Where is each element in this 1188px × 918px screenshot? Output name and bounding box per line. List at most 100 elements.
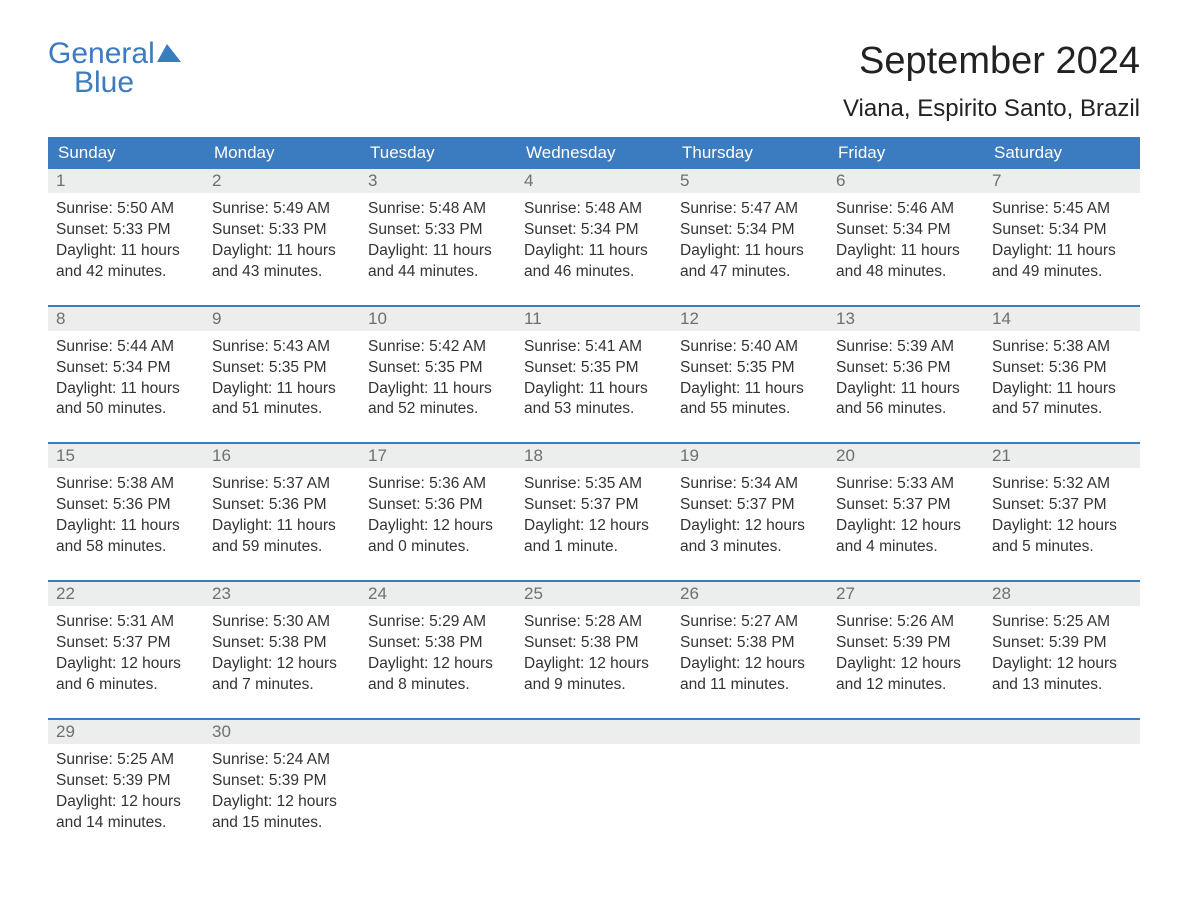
- sunset-text: Sunset: 5:34 PM: [680, 220, 820, 241]
- sunrise-text: Sunrise: 5:36 AM: [368, 474, 508, 495]
- day-number: [828, 720, 984, 744]
- daylight-text: Daylight: 11 hours: [56, 241, 196, 262]
- daylight-text: Daylight: 11 hours: [212, 516, 352, 537]
- day-cell: Sunrise: 5:26 AMSunset: 5:39 PMDaylight:…: [828, 606, 984, 700]
- daylight-text: Daylight: 11 hours: [524, 379, 664, 400]
- day-number: 28: [984, 582, 1140, 606]
- day-cell: Sunrise: 5:36 AMSunset: 5:36 PMDaylight:…: [360, 468, 516, 562]
- sunset-text: Sunset: 5:38 PM: [368, 633, 508, 654]
- sunset-text: Sunset: 5:33 PM: [56, 220, 196, 241]
- sunset-text: Sunset: 5:39 PM: [836, 633, 976, 654]
- day-cell: Sunrise: 5:48 AMSunset: 5:34 PMDaylight:…: [516, 193, 672, 287]
- sunrise-text: Sunrise: 5:39 AM: [836, 337, 976, 358]
- day-cell: Sunrise: 5:44 AMSunset: 5:34 PMDaylight:…: [48, 331, 204, 425]
- daylight-text: and 4 minutes.: [836, 537, 976, 558]
- day-cell: Sunrise: 5:47 AMSunset: 5:34 PMDaylight:…: [672, 193, 828, 287]
- daylight-text: and 44 minutes.: [368, 262, 508, 283]
- month-title: September 2024: [843, 40, 1140, 83]
- daylight-text: and 6 minutes.: [56, 675, 196, 696]
- sunset-text: Sunset: 5:35 PM: [524, 358, 664, 379]
- daylight-text: Daylight: 12 hours: [836, 654, 976, 675]
- day-number: 17: [360, 444, 516, 468]
- sunset-text: Sunset: 5:37 PM: [992, 495, 1132, 516]
- daylight-text: Daylight: 12 hours: [368, 654, 508, 675]
- sunrise-text: Sunrise: 5:50 AM: [56, 199, 196, 220]
- daylight-text: and 46 minutes.: [524, 262, 664, 283]
- day-cell: Sunrise: 5:45 AMSunset: 5:34 PMDaylight:…: [984, 193, 1140, 287]
- sunset-text: Sunset: 5:36 PM: [212, 495, 352, 516]
- day-number: 12: [672, 307, 828, 331]
- sunrise-text: Sunrise: 5:37 AM: [212, 474, 352, 495]
- day-number: 14: [984, 307, 1140, 331]
- sunrise-text: Sunrise: 5:42 AM: [368, 337, 508, 358]
- day-cell: Sunrise: 5:27 AMSunset: 5:38 PMDaylight:…: [672, 606, 828, 700]
- sunrise-text: Sunrise: 5:38 AM: [992, 337, 1132, 358]
- daylight-text: Daylight: 12 hours: [524, 516, 664, 537]
- daylight-text: Daylight: 12 hours: [992, 654, 1132, 675]
- day-cell: Sunrise: 5:46 AMSunset: 5:34 PMDaylight:…: [828, 193, 984, 287]
- daylight-text: and 13 minutes.: [992, 675, 1132, 696]
- daylight-text: Daylight: 11 hours: [212, 241, 352, 262]
- weekday-header: Tuesday: [360, 137, 516, 169]
- day-cell: Sunrise: 5:30 AMSunset: 5:38 PMDaylight:…: [204, 606, 360, 700]
- day-number: 2: [204, 169, 360, 193]
- daylight-text: Daylight: 12 hours: [992, 516, 1132, 537]
- daylight-text: and 47 minutes.: [680, 262, 820, 283]
- sunrise-text: Sunrise: 5:44 AM: [56, 337, 196, 358]
- daylight-text: Daylight: 11 hours: [524, 241, 664, 262]
- daylight-text: Daylight: 11 hours: [836, 241, 976, 262]
- sunset-text: Sunset: 5:34 PM: [992, 220, 1132, 241]
- day-number: 1: [48, 169, 204, 193]
- day-number: 9: [204, 307, 360, 331]
- day-number: 29: [48, 720, 204, 744]
- daylight-text: Daylight: 11 hours: [992, 379, 1132, 400]
- daylight-text: Daylight: 11 hours: [992, 241, 1132, 262]
- daylight-text: and 58 minutes.: [56, 537, 196, 558]
- sunrise-text: Sunrise: 5:28 AM: [524, 612, 664, 633]
- sunrise-text: Sunrise: 5:48 AM: [368, 199, 508, 220]
- daynum-row: 1234567: [48, 169, 1140, 193]
- day-number: 18: [516, 444, 672, 468]
- day-cell: Sunrise: 5:25 AMSunset: 5:39 PMDaylight:…: [48, 744, 204, 838]
- daylight-text: and 1 minute.: [524, 537, 664, 558]
- logo-triangle-icon: [157, 44, 167, 62]
- sunset-text: Sunset: 5:35 PM: [680, 358, 820, 379]
- day-cell: Sunrise: 5:50 AMSunset: 5:33 PMDaylight:…: [48, 193, 204, 287]
- week-row: 1234567Sunrise: 5:50 AMSunset: 5:33 PMDa…: [48, 169, 1140, 287]
- daylight-text: Daylight: 12 hours: [524, 654, 664, 675]
- day-number: 27: [828, 582, 984, 606]
- day-cell: Sunrise: 5:49 AMSunset: 5:33 PMDaylight:…: [204, 193, 360, 287]
- day-number: 3: [360, 169, 516, 193]
- day-cell: Sunrise: 5:34 AMSunset: 5:37 PMDaylight:…: [672, 468, 828, 562]
- day-number: 8: [48, 307, 204, 331]
- sunrise-text: Sunrise: 5:32 AM: [992, 474, 1132, 495]
- daylight-text: Daylight: 11 hours: [368, 379, 508, 400]
- sunrise-text: Sunrise: 5:25 AM: [992, 612, 1132, 633]
- daylight-text: Daylight: 12 hours: [56, 792, 196, 813]
- daylight-text: Daylight: 11 hours: [680, 379, 820, 400]
- day-cell: [516, 744, 672, 838]
- day-number: 24: [360, 582, 516, 606]
- day-number: 19: [672, 444, 828, 468]
- day-number: 10: [360, 307, 516, 331]
- day-cell: Sunrise: 5:31 AMSunset: 5:37 PMDaylight:…: [48, 606, 204, 700]
- week-row: 891011121314Sunrise: 5:44 AMSunset: 5:34…: [48, 305, 1140, 425]
- sunset-text: Sunset: 5:35 PM: [212, 358, 352, 379]
- weekday-header: Friday: [828, 137, 984, 169]
- daylight-text: Daylight: 12 hours: [368, 516, 508, 537]
- weekday-header-row: Sunday Monday Tuesday Wednesday Thursday…: [48, 137, 1140, 169]
- daylight-text: and 59 minutes.: [212, 537, 352, 558]
- daylight-text: Daylight: 12 hours: [212, 654, 352, 675]
- day-number: 7: [984, 169, 1140, 193]
- daylight-text: and 52 minutes.: [368, 399, 508, 420]
- sunset-text: Sunset: 5:37 PM: [680, 495, 820, 516]
- daylight-text: and 51 minutes.: [212, 399, 352, 420]
- day-cell: [828, 744, 984, 838]
- daynum-row: 2930: [48, 720, 1140, 744]
- day-number: [516, 720, 672, 744]
- daylight-text: and 12 minutes.: [836, 675, 976, 696]
- day-cell: [360, 744, 516, 838]
- daylight-text: and 55 minutes.: [680, 399, 820, 420]
- day-cell: Sunrise: 5:40 AMSunset: 5:35 PMDaylight:…: [672, 331, 828, 425]
- sunset-text: Sunset: 5:33 PM: [368, 220, 508, 241]
